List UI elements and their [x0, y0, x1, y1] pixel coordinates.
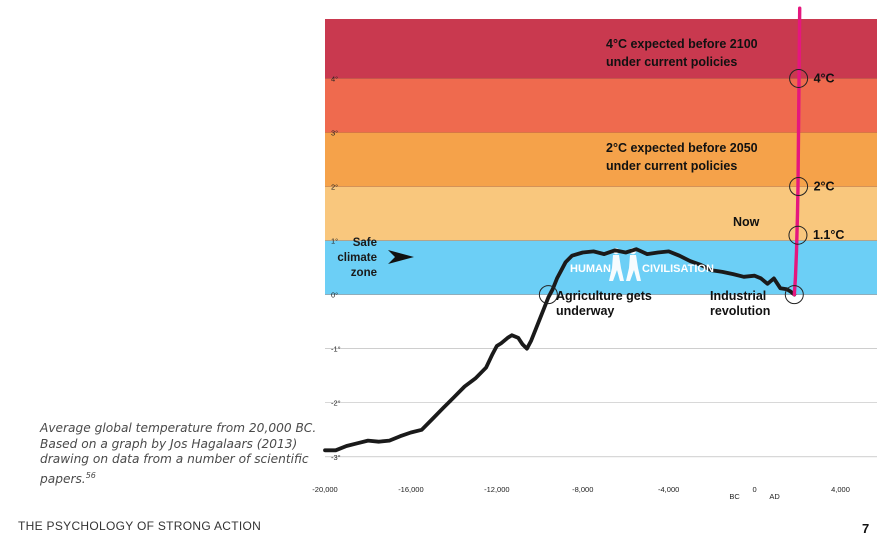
- y-tick-label: 2°: [331, 183, 338, 192]
- circle-markers: 4°C 2°C 1.1°C: [538, 68, 844, 305]
- caption-footnote: 56: [85, 470, 96, 480]
- annotations: 4°C expected before 2100 under current p…: [337, 37, 770, 318]
- series-lines: [323, 6, 802, 453]
- series-line-0: [323, 247, 797, 453]
- y-tick-label: 4°: [331, 74, 338, 83]
- marker-circle: [788, 225, 808, 245]
- marker-label: 2°C: [814, 180, 835, 194]
- footer-title: THE PSYCHOLOGY OF STRONG ACTION: [18, 519, 262, 533]
- marker-label: 1.1°C: [813, 228, 844, 242]
- marker-circle: [784, 285, 804, 305]
- annotation-now: Now: [733, 215, 760, 229]
- x-tick-label: 4,000: [831, 485, 850, 494]
- x-tick-label: -20,000: [312, 485, 337, 494]
- marker-circle: [538, 285, 558, 305]
- y-tick-label: 3°: [331, 129, 338, 138]
- band-3: [325, 186, 877, 241]
- safe-zone-label-2: climate: [337, 252, 377, 264]
- civilisation-label: CIVILISATION: [642, 263, 714, 275]
- figure-caption: Average global temperature from 20,000 B…: [40, 421, 320, 487]
- x-tick-label: -12,000: [484, 485, 509, 494]
- y-tick-label: 0°: [331, 291, 338, 300]
- y-axis-ticks: -3° -2° -1° 0° 1° 2° 3° 4°: [331, 74, 341, 461]
- x-axis-ticks: -20,000 -16,000 -12,000 -8,000 -4,000 0 4,000 B…: [312, 485, 850, 501]
- marker-label: 4°C: [814, 71, 835, 85]
- human-label: HUMAN: [570, 263, 611, 275]
- x-tick-label: -8,000: [572, 485, 593, 494]
- y-tick-label: -1°: [331, 345, 341, 354]
- x-era-bc: BC: [729, 492, 740, 501]
- band-0: [325, 19, 877, 79]
- safe-zone-arrow: [388, 250, 414, 264]
- series-line-1: [792, 6, 802, 297]
- annotation-4deg-line1: 4°C expected before 2100: [606, 37, 758, 51]
- y-tick-label: -2°: [331, 399, 341, 408]
- safe-zone-label-1: Safe: [353, 237, 377, 249]
- annotation-agriculture-2: underway: [556, 304, 614, 318]
- y-tick-label: -3°: [331, 453, 341, 462]
- marker-circle: [789, 177, 809, 197]
- annotation-industrial-2: revolution: [710, 304, 770, 318]
- x-era-ad: AD: [769, 492, 780, 501]
- band-4: [325, 240, 877, 295]
- annotation-2deg-line2: under current policies: [606, 159, 737, 173]
- band-1: [325, 78, 877, 133]
- x-tick-label: -4,000: [658, 485, 679, 494]
- annotation-4deg-line2: under current policies: [606, 55, 737, 69]
- x-tick-label: -16,000: [398, 485, 423, 494]
- temperature-bands: [325, 19, 877, 295]
- band-2: [325, 132, 877, 187]
- safe-zone-label-3: zone: [351, 267, 377, 279]
- annotation-industrial-1: Industrial: [710, 289, 766, 303]
- page-number: 7: [862, 521, 870, 536]
- x-tick-label: 0: [752, 485, 756, 494]
- marker-circle: [789, 68, 809, 88]
- gridlines: [325, 78, 877, 458]
- annotation-agriculture-1: Agriculture gets: [556, 289, 652, 303]
- caption-text: Average global temperature from 20,000 B…: [40, 421, 317, 486]
- annotation-2deg-line1: 2°C expected before 2050: [606, 141, 758, 155]
- y-tick-label: 1°: [331, 237, 338, 246]
